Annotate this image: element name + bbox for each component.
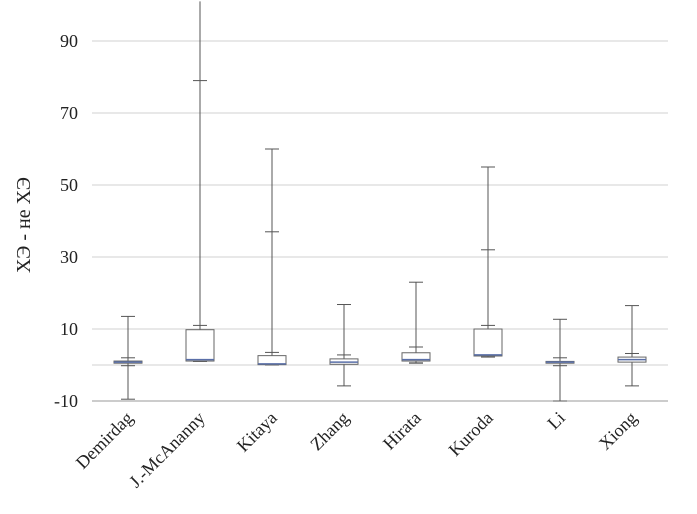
x-category-label: Kitaya (233, 408, 281, 456)
x-category-label: Demirdag (72, 408, 137, 473)
box-Zhang (329, 304, 359, 387)
y-tick-label: 30 (60, 247, 78, 267)
y-tick-label: 90 (60, 31, 78, 51)
y-tick-labels: -10 10 30 50 70 90 (54, 31, 78, 411)
box-plot-series (113, 1, 647, 402)
box-Kuroda (473, 166, 503, 358)
y-tick-label: 10 (60, 319, 78, 339)
box-Xiong (617, 305, 647, 387)
x-category-label: Xiong (595, 408, 641, 454)
x-category-label: Hirata (379, 408, 425, 454)
box-J.-McAnanny (185, 1, 215, 362)
x-category-label: Zhang (306, 408, 353, 455)
y-tick-label: 50 (60, 175, 78, 195)
x-category-label: Li (543, 408, 568, 433)
x-category-label: Kuroda (445, 408, 497, 460)
box-iqr (473, 328, 503, 357)
gridlines (92, 40, 668, 402)
box-Demirdag (113, 315, 143, 400)
box-Hirata (401, 281, 431, 364)
box-iqr (401, 352, 431, 362)
box-Li (545, 318, 575, 402)
y-tick-label: 70 (60, 103, 78, 123)
x-category-label: J.-McAnanny (125, 408, 209, 492)
y-axis-label: ХЭ - не ХЭ (13, 177, 35, 273)
box-Kitaya (257, 148, 287, 366)
y-tick-label: -10 (54, 391, 78, 411)
box-iqr (185, 329, 215, 362)
